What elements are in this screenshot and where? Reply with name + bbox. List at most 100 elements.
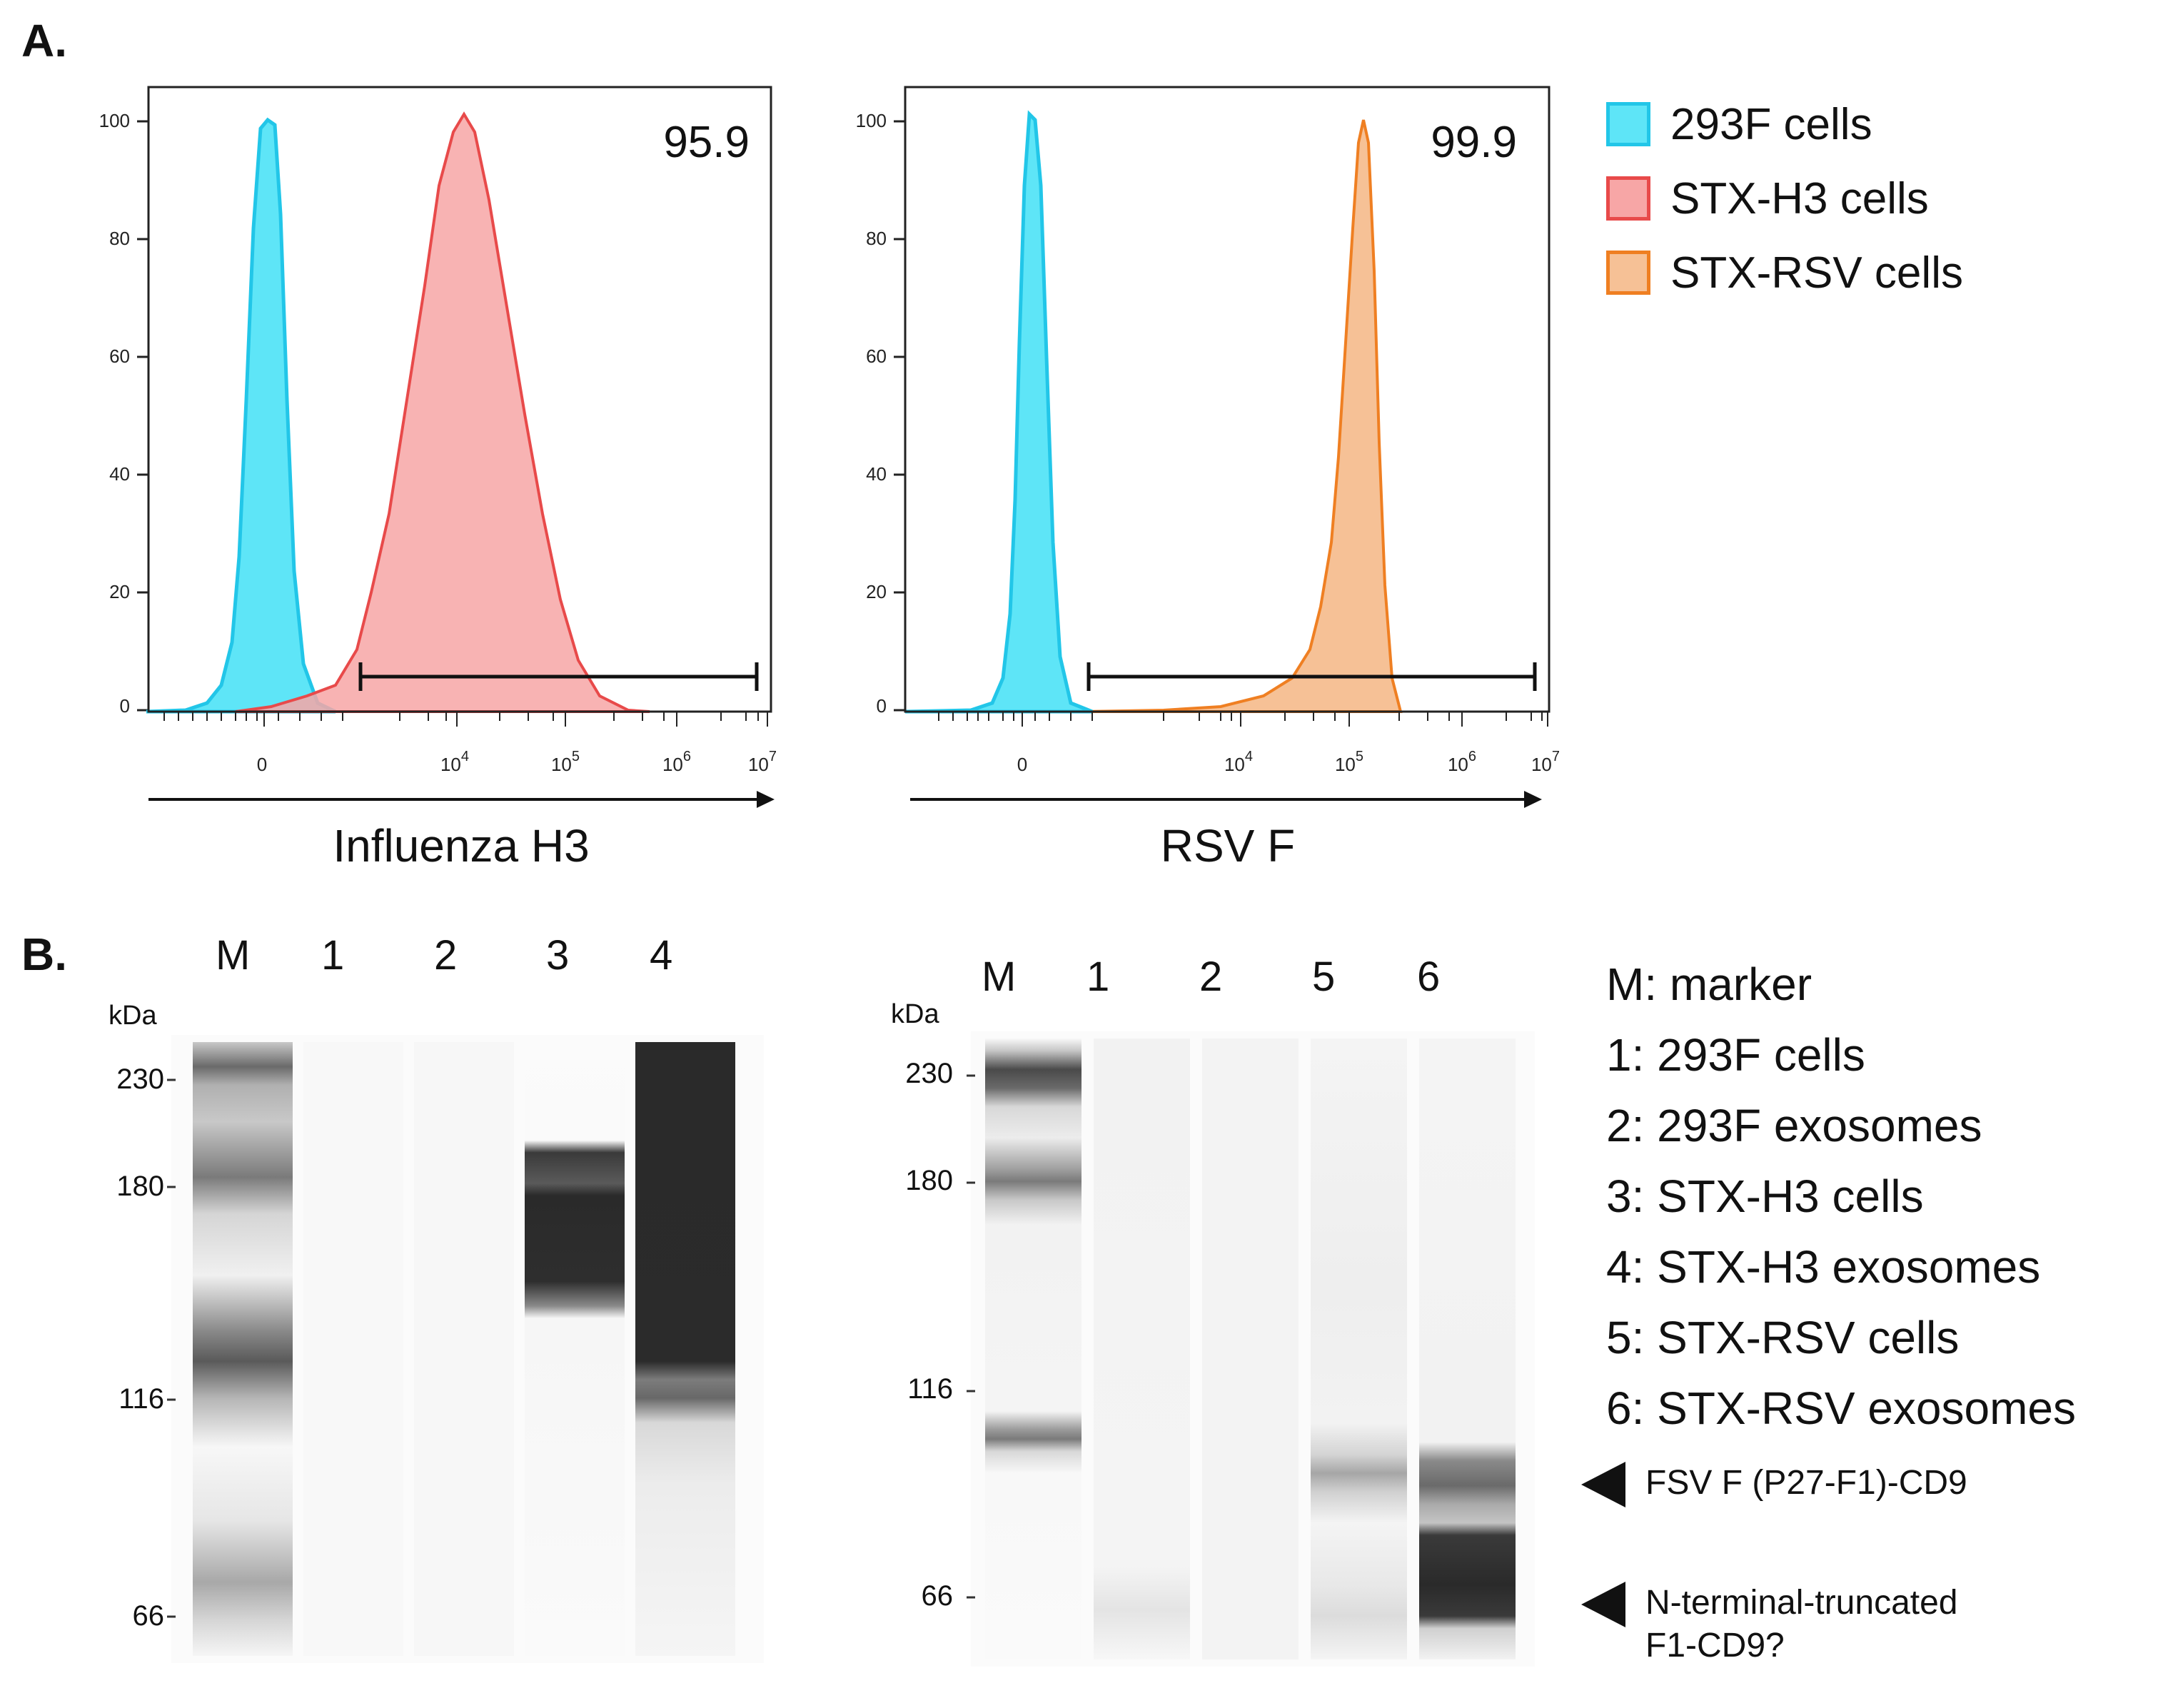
y-tick-label: 80 xyxy=(109,228,130,249)
legend-swatch-293f xyxy=(1606,102,1650,146)
gate-percent: 99.9 xyxy=(1431,118,1517,167)
lane-label-m: M xyxy=(982,954,1017,1000)
x-tick-base: 10 xyxy=(662,754,683,775)
y-tick-label: 20 xyxy=(109,581,130,602)
x-tick-label: 0 xyxy=(1017,754,1027,775)
lane-m xyxy=(193,1042,293,1656)
x-tick-label: 106 xyxy=(1448,749,1476,775)
mw-116: 116 xyxy=(907,1373,953,1405)
x-axis-ticks: 0 104 105 106 107 xyxy=(257,749,777,775)
x-tick-base: 10 xyxy=(1224,754,1245,775)
key-item: 2: 293F exosomes xyxy=(1606,1100,1982,1151)
histogram-rsv-f: 100 80 60 40 20 0 99.9 xyxy=(856,86,1560,871)
x-tick-base: 10 xyxy=(1448,754,1468,775)
lane-label-5: 5 xyxy=(1312,954,1336,1000)
x-tick-base: 10 xyxy=(748,754,769,775)
x-tick-exp: 7 xyxy=(769,749,777,764)
lane-1 xyxy=(303,1042,403,1656)
y-tick-label: 80 xyxy=(866,228,887,249)
annotation-fsv-f: FSV F (P27-F1)-CD9 xyxy=(1645,1462,1967,1505)
mw-ticks-right xyxy=(967,1074,975,1599)
legend-item: STX-RSV cells xyxy=(1606,236,1963,310)
lane-2 xyxy=(414,1042,514,1656)
lane-label-6: 6 xyxy=(1417,954,1441,1000)
annotation-line: FSV F (P27-F1)-CD9 xyxy=(1645,1464,1967,1502)
legend-label: 293F cells xyxy=(1670,99,1872,149)
x-tick-base: 10 xyxy=(1531,754,1552,775)
lane-label-2: 2 xyxy=(434,932,458,979)
mw-ticks-left xyxy=(167,1078,176,1618)
x-axis-title: RSV F xyxy=(1161,820,1295,871)
mw-66: 66 xyxy=(921,1580,954,1612)
x-tick-exp: 7 xyxy=(1552,749,1560,764)
lane-6 xyxy=(1419,1039,1516,1659)
legend-item: STX-H3 cells xyxy=(1606,161,1963,236)
x-tick-base: 10 xyxy=(551,754,572,775)
legend-item: 293F cells xyxy=(1606,87,1963,161)
x-tick-exp: 5 xyxy=(572,749,580,764)
lane-3 xyxy=(525,1042,625,1656)
legend: 293F cells STX-H3 cells STX-RSV cells xyxy=(1606,87,1963,310)
x-tick-label: 106 xyxy=(662,749,691,775)
blot-left xyxy=(171,1035,764,1663)
gate-bar xyxy=(1086,662,1537,691)
x-tick-label: 105 xyxy=(551,749,580,775)
lane-label-4: 4 xyxy=(650,932,673,979)
lane-4 xyxy=(635,1042,735,1656)
histogram-influenza-h3: 100 80 60 40 20 0 95.9 xyxy=(99,86,777,871)
x-axis-ticks: 0 104 105 106 107 xyxy=(1017,749,1560,775)
kda-label: kDa xyxy=(891,999,939,1029)
y-axis-ticks: 100 80 60 40 20 0 xyxy=(99,110,130,717)
key-item: 4: STX-H3 exosomes xyxy=(1606,1241,2041,1293)
x-tick-exp: 6 xyxy=(1468,749,1476,764)
histogram-stx-rsv xyxy=(1084,119,1403,713)
kda-label: kDa xyxy=(109,1001,157,1031)
lane-label-3: 3 xyxy=(546,932,570,979)
y-tick-label: 0 xyxy=(877,695,887,717)
mw-230: 230 xyxy=(905,1058,953,1089)
x-axis-title: Influenza H3 xyxy=(333,820,589,871)
x-tick-label: 104 xyxy=(1224,749,1253,775)
x-tick-exp: 6 xyxy=(683,749,691,764)
lane-1 xyxy=(1094,1039,1190,1659)
legend-label: STX-H3 cells xyxy=(1670,173,1929,223)
x-tick-base: 10 xyxy=(440,754,461,775)
x-tick-exp: 5 xyxy=(1356,749,1363,764)
x-tick-exp: 4 xyxy=(461,749,469,764)
x-tick-label: 107 xyxy=(748,749,777,775)
annotation-line: N-terminal-truncated xyxy=(1645,1584,1958,1622)
y-tick-label: 0 xyxy=(120,695,130,717)
legend-swatch-stx-h3 xyxy=(1606,176,1650,221)
mw-230: 230 xyxy=(116,1063,164,1095)
x-tick-label: 105 xyxy=(1335,749,1363,775)
lane-label-1: 1 xyxy=(321,932,345,979)
x-axis-arrow xyxy=(148,791,775,808)
y-tick-label: 60 xyxy=(109,345,130,367)
y-tick-label: 40 xyxy=(109,463,130,485)
histogram-stx-h3 xyxy=(235,111,650,713)
y-tick-label: 100 xyxy=(99,110,130,131)
panel-b-label: B. xyxy=(21,929,67,980)
gate-percent: 95.9 xyxy=(663,118,750,167)
lane-label-m: M xyxy=(216,932,251,979)
annotation-line: F1-CD9? xyxy=(1645,1627,1785,1664)
key-item: 1: 293F cells xyxy=(1606,1029,1865,1081)
gate-bar xyxy=(358,662,759,691)
panel-a-label: A. xyxy=(21,15,67,66)
mw-180: 180 xyxy=(905,1165,953,1196)
arrow-left-icon xyxy=(1581,1462,1625,1507)
mw-180: 180 xyxy=(116,1171,164,1202)
x-axis-arrow xyxy=(910,791,1542,808)
key-item: 6: STX-RSV exosomes xyxy=(1606,1383,2076,1434)
lane-m xyxy=(985,1039,1082,1659)
blot-right xyxy=(971,1031,1535,1667)
histogram-293f xyxy=(146,117,337,714)
y-tick-label: 40 xyxy=(866,463,887,485)
arrow-left-icon xyxy=(1581,1582,1625,1627)
key-item: M: marker xyxy=(1606,959,1812,1010)
y-tick-label: 60 xyxy=(866,345,887,367)
y-tick-label: 20 xyxy=(866,581,887,602)
mw-66: 66 xyxy=(132,1600,165,1632)
lane-5 xyxy=(1311,1039,1407,1659)
lane-label-1: 1 xyxy=(1086,954,1110,1000)
